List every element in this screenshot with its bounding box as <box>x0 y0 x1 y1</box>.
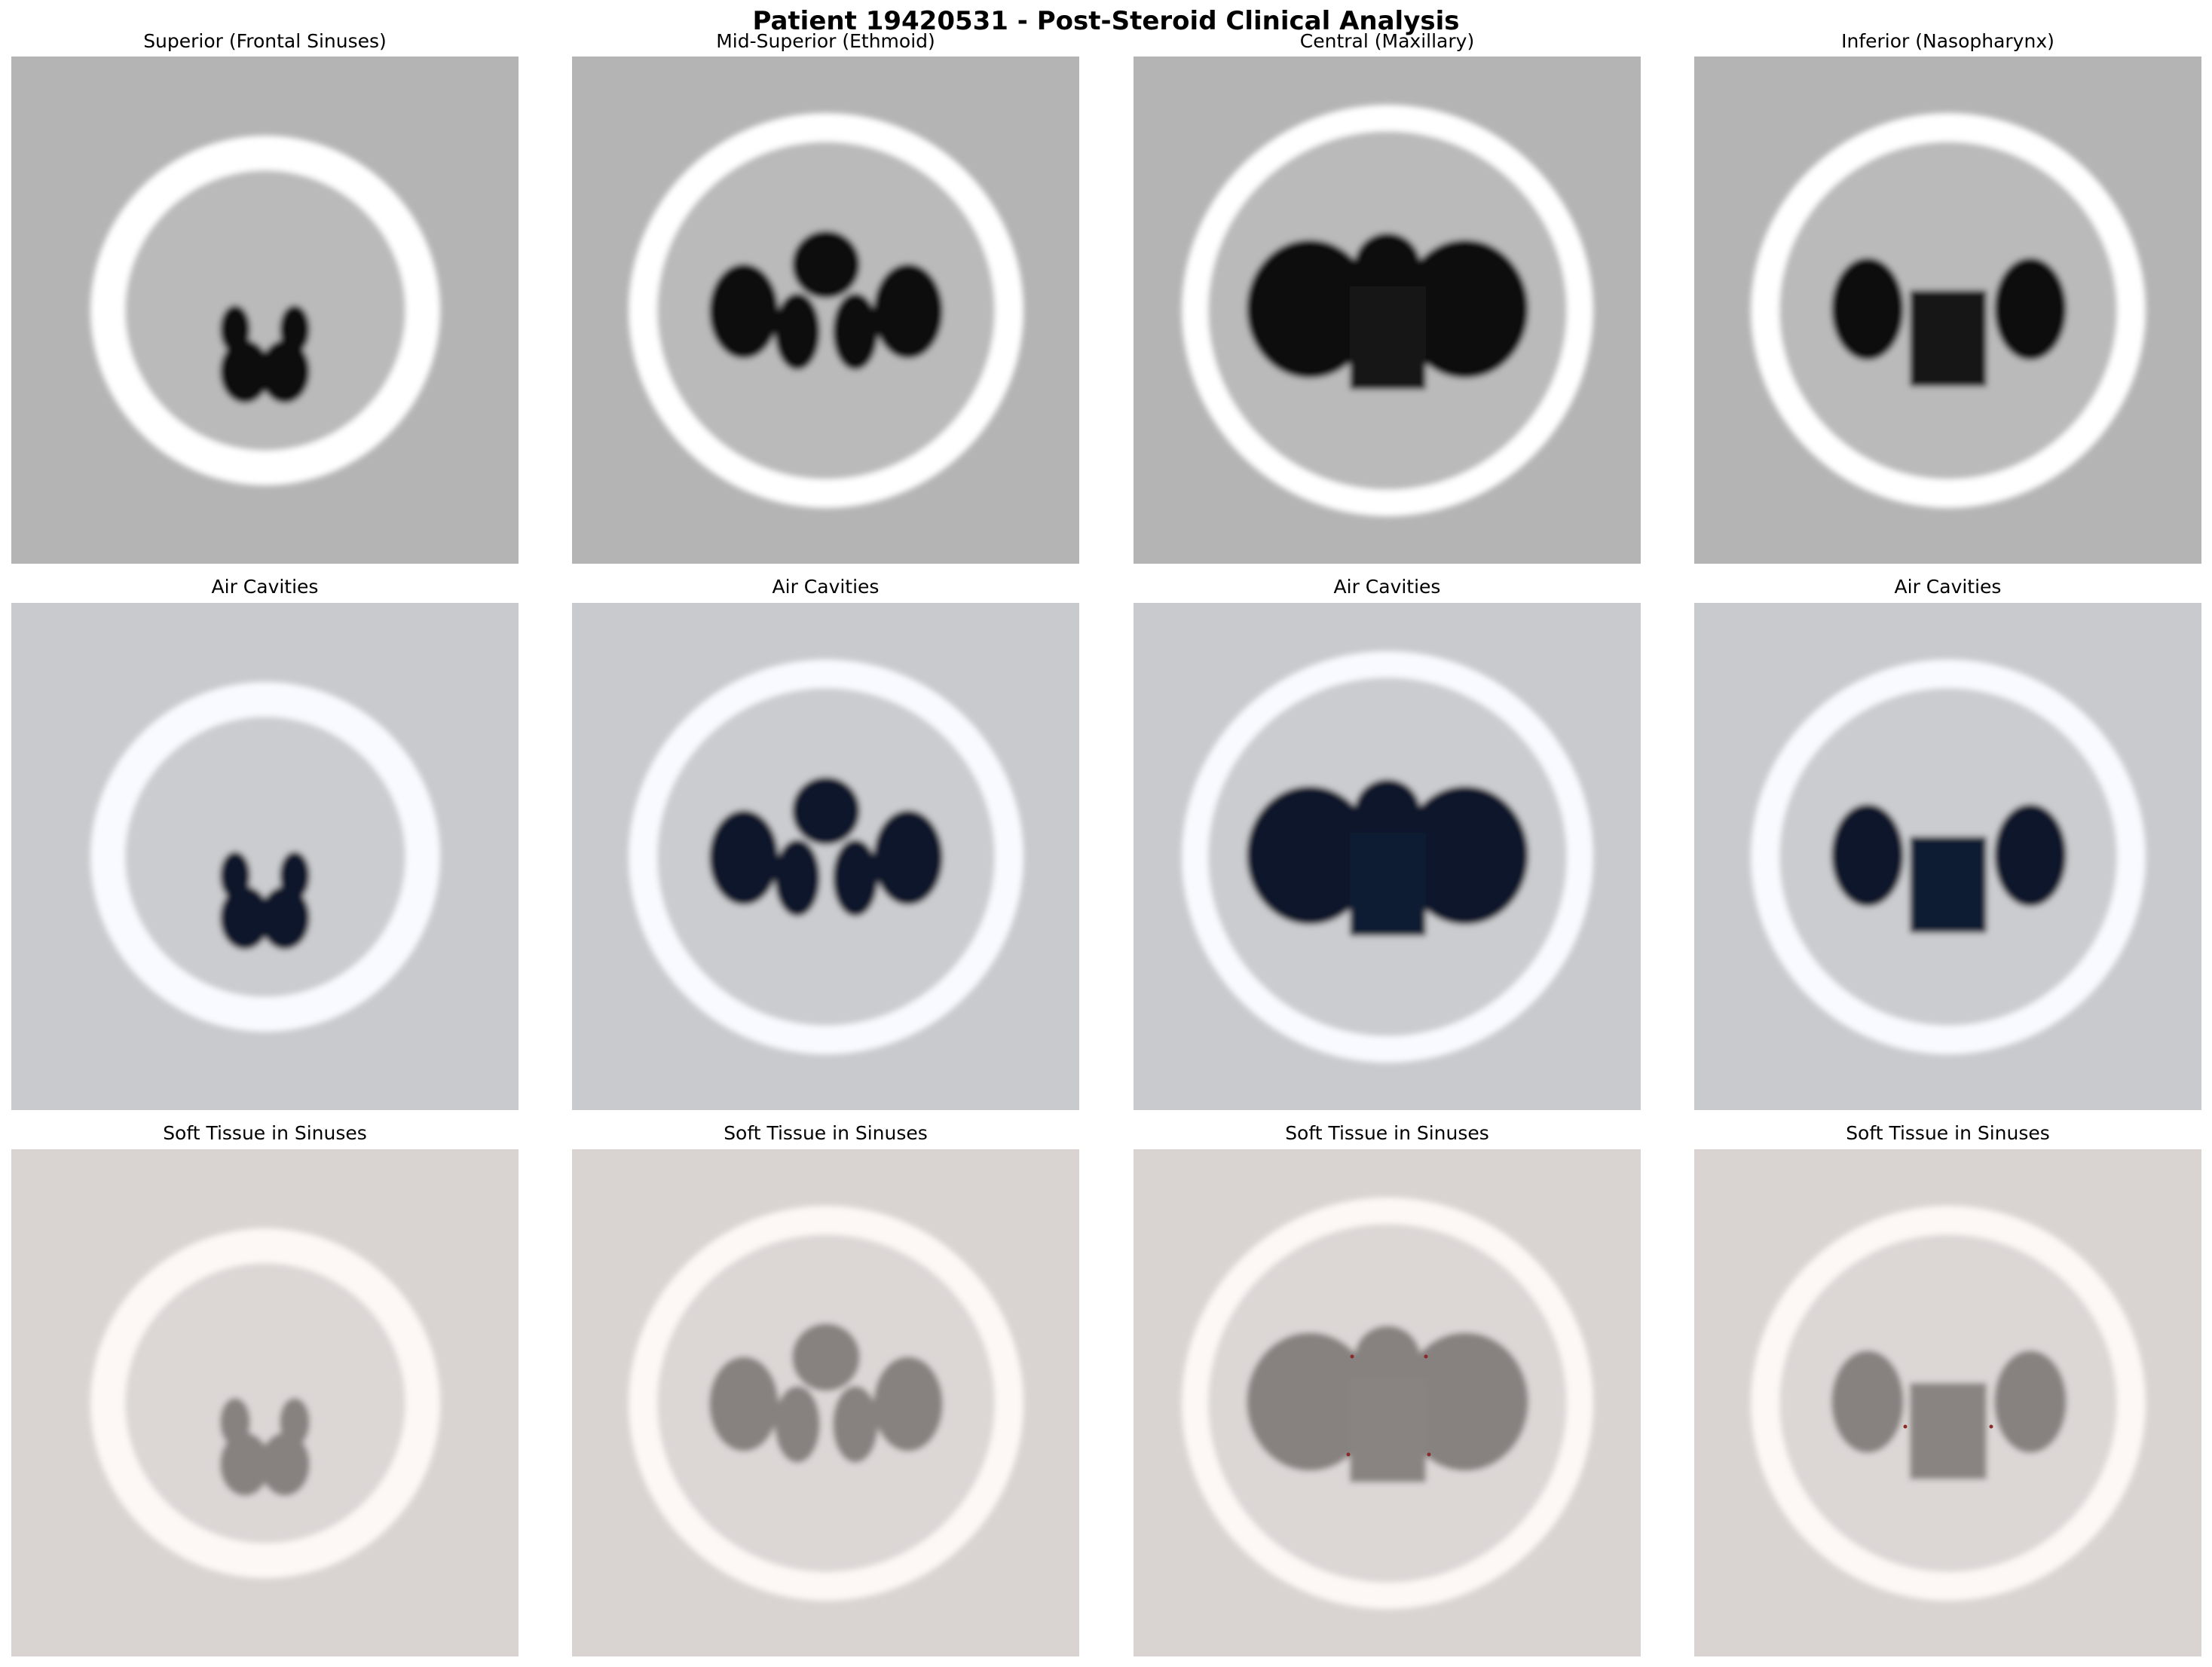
sinus-cavity <box>1402 240 1528 378</box>
sinus-cavity <box>709 810 779 905</box>
scan-image <box>1694 57 2201 564</box>
scan-image <box>1134 603 1641 1110</box>
sinus-cavity <box>1402 1332 1528 1471</box>
sinus-cavity <box>873 1357 943 1451</box>
ct-panel-mid-superior <box>572 57 1079 564</box>
sinus-cavity <box>260 1433 310 1496</box>
sinus-cavity <box>775 1386 820 1463</box>
air-panel-central <box>1134 603 1641 1110</box>
tissue-panel-inferior <box>1694 1149 2201 1656</box>
scan-image <box>1134 57 1641 564</box>
air-panel-superior <box>11 603 519 1110</box>
scan-image <box>572 1149 1079 1656</box>
panel-title: Mid-Superior (Ethmoid) <box>716 30 935 52</box>
sinus-cavity <box>792 1323 860 1391</box>
figure-title: Patient 19420531 - Post-Steroid Clinical… <box>752 6 1460 36</box>
head-interior <box>125 1263 405 1543</box>
scan-image <box>1694 1149 2201 1656</box>
sinus-cavity <box>1354 779 1421 846</box>
sinus-cavity <box>1247 786 1373 925</box>
nasopharynx-cavity <box>1350 1379 1426 1482</box>
sinus-cavity <box>775 840 820 916</box>
head-interior <box>657 688 995 1026</box>
tissue-speck <box>1989 1424 1993 1429</box>
scan-image <box>1134 1149 1641 1656</box>
scan-image <box>572 57 1079 564</box>
tissue-panel-mid-superior <box>572 1149 1079 1656</box>
tissue-panel-superior <box>11 1149 519 1656</box>
scan-image <box>11 57 519 564</box>
tissue-speck <box>1424 1354 1428 1359</box>
sinus-cavity <box>260 340 310 403</box>
ct-panel-superior <box>11 57 519 564</box>
panel-title: Air Cavities <box>211 576 319 598</box>
sinus-cavity <box>260 886 310 950</box>
scan-image <box>572 603 1079 1110</box>
tissue-speck <box>1903 1424 1908 1429</box>
panel-title: Superior (Frontal Sinuses) <box>143 30 387 52</box>
panel-title: Air Cavities <box>772 576 880 598</box>
sinus-cavity <box>709 264 779 359</box>
tissue-speck <box>1350 1354 1354 1359</box>
sinus-cavity <box>1402 786 1528 925</box>
sinus-cavity <box>833 293 878 370</box>
panel-title: Central (Maxillary) <box>1299 30 1475 52</box>
sinus-cavity <box>220 886 270 950</box>
nasopharynx-cavity <box>1350 833 1426 936</box>
panel-title: Soft Tissue in Sinuses <box>1846 1122 2050 1144</box>
sinus-cavity <box>220 340 270 403</box>
head-interior <box>657 142 995 479</box>
sinus-cavity <box>1994 804 2067 907</box>
scan-image <box>1694 603 2201 1110</box>
panel-title: Air Cavities <box>1333 576 1441 598</box>
sinus-cavity <box>833 840 878 916</box>
sinus-cavity <box>873 264 943 359</box>
sinus-cavity <box>709 1357 779 1451</box>
panel-title: Soft Tissue in Sinuses <box>724 1122 928 1144</box>
tissue-speck <box>1427 1452 1431 1457</box>
sinus-cavity <box>1831 804 1904 907</box>
sinus-cavity <box>220 1433 270 1496</box>
head-interior <box>125 717 405 997</box>
panel-title: Soft Tissue in Sinuses <box>1285 1122 1489 1144</box>
panel-title: Air Cavities <box>1894 576 2002 598</box>
sinus-cavity <box>1354 1326 1421 1392</box>
air-panel-mid-superior <box>572 603 1079 1110</box>
air-panel-inferior <box>1694 603 2201 1110</box>
scan-image <box>11 1149 519 1656</box>
ct-panel-inferior <box>1694 57 2201 564</box>
sinus-cavity <box>1994 258 2067 360</box>
nasopharynx-cavity <box>1910 837 1987 933</box>
head-interior <box>657 1234 995 1572</box>
sinus-cavity <box>1831 258 1904 360</box>
tissue-panel-central <box>1134 1149 1641 1656</box>
sinus-cavity <box>873 810 943 905</box>
nasopharynx-cavity <box>1910 290 1987 387</box>
ct-panel-central <box>1134 57 1641 564</box>
head-interior <box>125 170 405 451</box>
panel-title: Soft Tissue in Sinuses <box>163 1122 367 1144</box>
nasopharynx-cavity <box>1350 286 1426 390</box>
sinus-cavity <box>1354 233 1421 299</box>
nasopharynx-cavity <box>1910 1383 1987 1479</box>
sinus-cavity <box>1994 1350 2067 1453</box>
sinus-cavity <box>792 777 860 845</box>
sinus-cavity <box>1831 1350 1904 1453</box>
sinus-cavity <box>775 293 820 370</box>
sinus-cavity <box>833 1386 878 1463</box>
sinus-cavity <box>1247 1332 1373 1471</box>
sinus-cavity <box>792 231 860 298</box>
scan-image <box>11 603 519 1110</box>
sinus-cavity <box>1247 240 1373 378</box>
panel-title: Inferior (Nasopharynx) <box>1841 30 2054 52</box>
tissue-speck <box>1346 1452 1351 1457</box>
